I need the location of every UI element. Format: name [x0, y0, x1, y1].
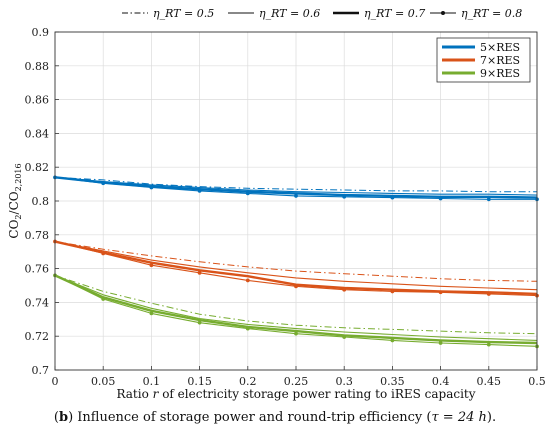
series-point [101, 181, 106, 186]
series-point [390, 338, 395, 343]
series-line-9xRES-thin [54, 274, 538, 341]
series-point [149, 263, 154, 268]
line-chart: 0 0.05 0.1 0.15 0.2 0.25 0.3 0.35 0.4 0.45 0.5 0.7 0… [7, 7, 546, 401]
series-point [390, 195, 395, 200]
x-tick-label: 0.45 [477, 375, 502, 388]
y-tick-label: 0.88 [25, 60, 50, 73]
plot-frame [54, 31, 538, 371]
x-tick-label: 0.1 [143, 375, 161, 388]
y-axis-label: CO2/CO2,2016 [7, 163, 23, 238]
series-point [294, 284, 298, 289]
x-tick-label: 0.3 [335, 375, 353, 388]
style-legend-label: η_RT = 0.7 [364, 7, 425, 20]
series-point [486, 197, 491, 202]
y-tick-label: 0.7 [32, 364, 50, 377]
y-axis-label-part: 2,2016 [14, 163, 23, 191]
style-legend-label: η_RT = 0.8 [461, 7, 522, 20]
series-point [438, 196, 443, 201]
color-legend-label: 9×RES [480, 67, 520, 80]
y-tick-label: 0.84 [25, 127, 50, 140]
x-tick-label: 0.25 [284, 375, 309, 388]
y-axis-label-part: CO [7, 219, 21, 238]
series-point [101, 251, 106, 256]
y-tick-label: 0.82 [25, 161, 50, 174]
series-point [342, 335, 347, 339]
x-tick-label: 0.4 [432, 375, 450, 388]
series-point [438, 341, 443, 345]
x-tick-label: 0.35 [380, 375, 405, 388]
series-point [486, 342, 491, 347]
series-point [245, 278, 250, 283]
color-legend-label: 7×RES [480, 54, 520, 67]
y-tick-label: 0.86 [25, 94, 50, 107]
y-axis-label-part: /CO [7, 191, 21, 214]
x-tick-label: 0.05 [91, 375, 116, 388]
series-point [294, 194, 298, 198]
x-axis-label: Ratio r of electricity storage power rat… [116, 387, 475, 401]
caption-end: ). [486, 410, 497, 425]
figure-caption: (b) Influence of storage power and round… [0, 410, 550, 425]
caption-prefix: ( [53, 410, 59, 425]
series-point [149, 311, 154, 316]
y-tick-label: 0.78 [25, 229, 50, 242]
series-point [486, 292, 491, 296]
series-point [197, 320, 202, 325]
style-legend-label: η_RT = 0.6 [259, 7, 320, 20]
y-tick-label: 0.72 [25, 330, 50, 343]
series-line-5xRES-thin [54, 176, 538, 196]
series-point [101, 297, 106, 301]
series-line-5xRES-thick [54, 176, 538, 199]
caption-panel-letter: b [58, 410, 69, 425]
series-line-7xRES-thin [54, 241, 538, 291]
series-line-9xRES-dashdot [54, 274, 538, 335]
x-axis-label-part: of electricity storage power rating to i… [158, 387, 475, 401]
y-tick-label: 0.76 [25, 263, 50, 276]
caption-text: ) Influence of storage power and round-t… [68, 410, 432, 425]
caption-tau: τ = 24 h [431, 410, 487, 425]
series-point [294, 331, 298, 336]
series-point [342, 287, 347, 292]
series-point [149, 185, 154, 190]
x-axis-label-part: Ratio [116, 387, 152, 401]
x-tick-label: 0.15 [187, 375, 212, 388]
series-line-9xRES-thick [54, 274, 538, 345]
series-point [438, 290, 443, 295]
x-tick-label: 0 [52, 375, 59, 388]
y-tick-label: 0.8 [32, 195, 50, 208]
y-tick-label: 0.9 [32, 26, 50, 39]
style-legend-marker [441, 11, 445, 15]
x-axis-label-part: r [153, 387, 160, 401]
y-axis-label-part: 2 [14, 214, 23, 219]
series-line-7xRES-dashdot [54, 241, 538, 282]
series-line-5xRES-dashdot [54, 176, 537, 193]
series-point [245, 191, 250, 196]
x-tick-label: 0.5 [528, 375, 546, 388]
y-tick-label: 0.74 [25, 296, 50, 309]
style-legend-label: η_RT = 0.5 [153, 7, 214, 20]
series-point [390, 289, 395, 294]
series-point [197, 188, 202, 193]
series-point [197, 270, 202, 275]
series-point [342, 194, 347, 199]
color-legend-label: 5×RES [480, 41, 520, 54]
series-point [245, 326, 250, 331]
x-tick-label: 0.2 [239, 375, 257, 388]
